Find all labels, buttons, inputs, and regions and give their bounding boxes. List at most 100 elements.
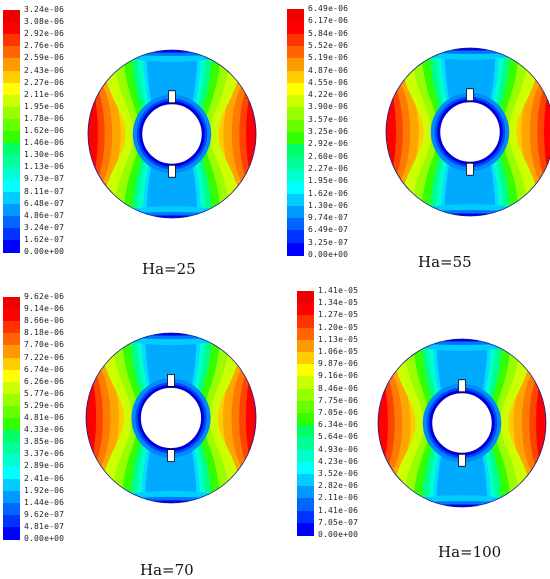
legend-swatch <box>297 474 314 487</box>
legend-swatch <box>297 339 314 353</box>
rib-top <box>167 374 175 387</box>
legend-tick-label: 4.33e-06 <box>24 425 65 435</box>
legend-tick-label: 6.26e-06 <box>24 376 65 386</box>
legend-swatch <box>3 514 20 528</box>
legend-swatch <box>3 430 20 443</box>
legend-tick-label: 2.89e-06 <box>24 461 65 471</box>
legend-tick-label: 1.62e-07 <box>24 234 65 244</box>
outer-wall <box>85 332 257 504</box>
inner-cylinder <box>431 392 493 454</box>
legend-tick-label: 2.43e-06 <box>24 65 65 75</box>
legend-swatch <box>3 381 20 395</box>
legend-tick-label: 1.62e-06 <box>24 126 65 135</box>
caption-ha-25: Ha=25 <box>142 260 196 278</box>
legend-tick-label: 5.77e-06 <box>24 388 65 398</box>
legend-swatch <box>287 21 304 35</box>
inner-cylinder <box>139 386 203 450</box>
legend-tick-label: 5.64e-06 <box>318 432 359 442</box>
legend-swatch <box>3 478 20 492</box>
legend-swatch <box>287 181 304 195</box>
legend-swatch <box>3 34 20 47</box>
legend-swatch <box>3 239 20 253</box>
contour-plot-ha-100 <box>377 338 547 508</box>
legend-tick-label: 0.00e+00 <box>24 534 65 543</box>
legend-swatch <box>297 437 314 451</box>
legend-tick-label: 2.11e-06 <box>318 493 359 503</box>
legend-swatch <box>287 9 304 22</box>
legend-tick-label: 3.24e-06 <box>24 5 65 14</box>
legend-swatch <box>297 388 314 402</box>
legend-tick-label: 9.74e-07 <box>308 213 349 223</box>
legend-swatch <box>3 333 20 346</box>
legend-swatch <box>3 321 20 334</box>
legend-swatch <box>297 461 314 475</box>
legend-tick-label: 1.95e-06 <box>24 101 65 111</box>
panel-ha-70: 9.62e-06 9.14e-06 8.66e-06 8.18e-06 7.70e-06… <box>3 290 273 579</box>
legend-swatch <box>3 58 20 72</box>
legend-tick-label: 2.27e-06 <box>308 163 349 173</box>
caption-ha-55: Ha=55 <box>418 253 472 271</box>
legend-tick-label: 1.46e-06 <box>24 138 65 148</box>
legend-swatch <box>287 230 304 244</box>
legend-swatch <box>3 490 20 504</box>
legend-swatch <box>3 10 20 23</box>
legend-swatch <box>3 215 20 229</box>
legend-swatch <box>287 168 304 182</box>
outer-wall <box>385 47 550 217</box>
legend-swatch <box>3 167 20 180</box>
legend-tick-label: 1.13e-06 <box>24 162 65 172</box>
legend-swatch <box>287 70 304 84</box>
legend-tick-label: 7.70e-06 <box>24 340 65 350</box>
legend-tick-label: 3.08e-06 <box>24 17 65 27</box>
legend-tick-label: 1.62e-06 <box>308 188 349 198</box>
legend-tick-label: 1.06e-05 <box>318 347 359 356</box>
legend-swatch <box>297 413 314 426</box>
outer-wall <box>377 338 547 508</box>
legend-tick-label: 4.81e-06 <box>24 413 65 422</box>
rib-top <box>466 88 474 102</box>
legend-tick-label: 3.37e-06 <box>24 449 65 459</box>
legend-swatch <box>287 45 304 59</box>
legend-swatch <box>3 131 20 144</box>
legend-tick-label: 8.66e-06 <box>24 316 65 326</box>
legend-swatch <box>297 327 314 341</box>
panel-ha-55: 6.49e-06 6.17e-06 5.84e-06 5.52e-06 5.19e-06… <box>287 0 550 275</box>
legend-swatch <box>3 70 20 84</box>
legend-tick-label: 5.19e-06 <box>308 53 349 63</box>
legend-swatch <box>287 218 304 231</box>
legend-tick-label: 4.23e-06 <box>318 456 359 466</box>
legend-swatch <box>297 449 314 463</box>
legend-tick-label: 6.48e-07 <box>24 198 65 208</box>
legend-tick-label: 1.44e-06 <box>24 497 65 507</box>
panel-ha-25: 3.24e-06 3.08e-06 2.92e-06 2.76e-06 2.59e-06… <box>3 3 273 278</box>
rib-top <box>168 90 176 104</box>
contour-plot-ha-70 <box>85 332 257 504</box>
outer-wall <box>87 49 257 219</box>
legend-swatch <box>297 303 314 316</box>
legend-tick-label: 1.13e-05 <box>318 334 359 344</box>
legend-tick-label: 1.20e-05 <box>318 322 359 332</box>
legend-tick-label: 7.05e-07 <box>318 517 359 527</box>
legend-tick-label: 9.14e-06 <box>24 304 65 314</box>
legend-tick-label: 3.25e-07 <box>308 237 349 247</box>
legend-swatch <box>297 425 314 438</box>
legend-swatch <box>3 22 20 35</box>
legend-tick-label: 8.18e-06 <box>24 328 65 338</box>
legend-tick-label: 3.90e-06 <box>308 102 349 112</box>
rib-bottom <box>168 164 176 178</box>
legend-swatch <box>3 466 20 480</box>
contour-plot-ha-25 <box>87 49 257 219</box>
legend-tick-label: 2.11e-06 <box>24 89 65 99</box>
legend-swatch <box>3 46 20 59</box>
legend-tick-label: 6.49e-06 <box>308 4 349 13</box>
legend-tick-label: 1.30e-06 <box>308 200 349 210</box>
legend-swatch <box>297 498 314 512</box>
legend-swatch <box>287 144 304 158</box>
legend-swatch <box>3 143 20 156</box>
rib-bottom <box>466 162 474 176</box>
legend-swatch <box>297 291 314 304</box>
legend-tick-label: 7.05e-06 <box>318 408 359 417</box>
legend-swatch <box>297 352 314 365</box>
legend-tick-label: 2.76e-06 <box>24 41 65 51</box>
legend-tick-label: 4.81e-07 <box>24 521 65 531</box>
